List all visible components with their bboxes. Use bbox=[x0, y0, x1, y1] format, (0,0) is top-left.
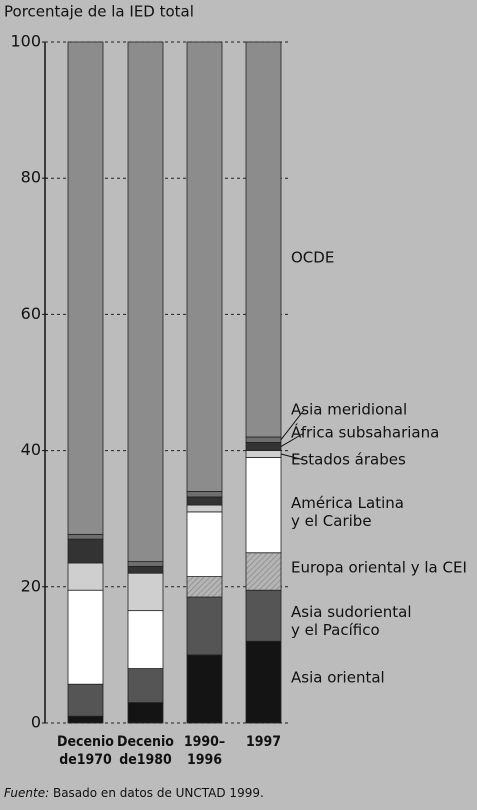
bar-segment bbox=[245, 640, 282, 724]
legend-label: Asia sudoriental y el Pacífico bbox=[291, 603, 412, 639]
bar-segment bbox=[127, 565, 164, 574]
bar-segment bbox=[127, 610, 164, 669]
source: Fuente: Basado en datos de UNCTAD 1999. bbox=[4, 786, 264, 800]
leader-line bbox=[280, 453, 305, 461]
bar-segment bbox=[127, 572, 164, 612]
y-tick-label: 100 bbox=[10, 32, 41, 51]
bar-segment bbox=[186, 596, 223, 656]
bar-segment bbox=[67, 589, 104, 685]
legend-label: Estados árabes bbox=[291, 451, 406, 469]
x-tick-label: Decenio de1970 bbox=[57, 734, 114, 768]
legend-label: Asia oriental bbox=[291, 669, 385, 687]
bar-segment bbox=[67, 715, 104, 724]
bar-segment bbox=[127, 702, 164, 724]
legend-label: Asia meridional bbox=[291, 401, 407, 419]
bar-segment bbox=[67, 41, 104, 535]
bar-segment bbox=[245, 442, 282, 452]
y-tick-label: 0 bbox=[31, 713, 41, 732]
x-tick-label: 1990– 1996 bbox=[184, 734, 225, 768]
legend-label: Europa oriental y la CEI bbox=[291, 559, 467, 577]
y-tick-label: 60 bbox=[21, 304, 41, 323]
legend-label: África subsahariana bbox=[291, 423, 439, 442]
y-tick-label: 80 bbox=[21, 168, 41, 187]
bar-segment bbox=[67, 538, 104, 564]
y-tick-label: 40 bbox=[21, 440, 41, 459]
bar-segment bbox=[186, 504, 223, 513]
bar-segment bbox=[67, 533, 104, 540]
bar-segment bbox=[67, 683, 104, 717]
bar-segment bbox=[245, 450, 282, 458]
bar-segment bbox=[127, 561, 164, 567]
y-tick-label: 20 bbox=[21, 576, 41, 595]
bar-segment bbox=[186, 576, 223, 598]
leader-line bbox=[280, 409, 305, 441]
bar-segment bbox=[186, 654, 223, 724]
bar-segment bbox=[245, 457, 282, 554]
bar-segment bbox=[186, 41, 223, 492]
leader-line bbox=[280, 432, 305, 447]
bar-segment bbox=[186, 491, 223, 498]
bar-segment bbox=[186, 496, 223, 506]
bar-segment bbox=[245, 552, 282, 591]
bar-segment bbox=[245, 589, 282, 642]
legend-label: OCDE bbox=[291, 249, 334, 267]
bar-segment bbox=[127, 668, 164, 703]
x-tick-label: Decenio de1980 bbox=[117, 734, 174, 768]
bar-segment bbox=[67, 562, 104, 591]
legend-label: América Latina y el Caribe bbox=[291, 494, 404, 530]
x-tick-label: 1997 bbox=[246, 734, 281, 750]
bar-segment bbox=[127, 41, 164, 563]
bar-segment bbox=[186, 511, 223, 577]
bar-segment bbox=[245, 436, 282, 443]
bar-segment bbox=[245, 41, 282, 438]
y-axis-label: Porcentaje de la IED total bbox=[4, 3, 194, 21]
